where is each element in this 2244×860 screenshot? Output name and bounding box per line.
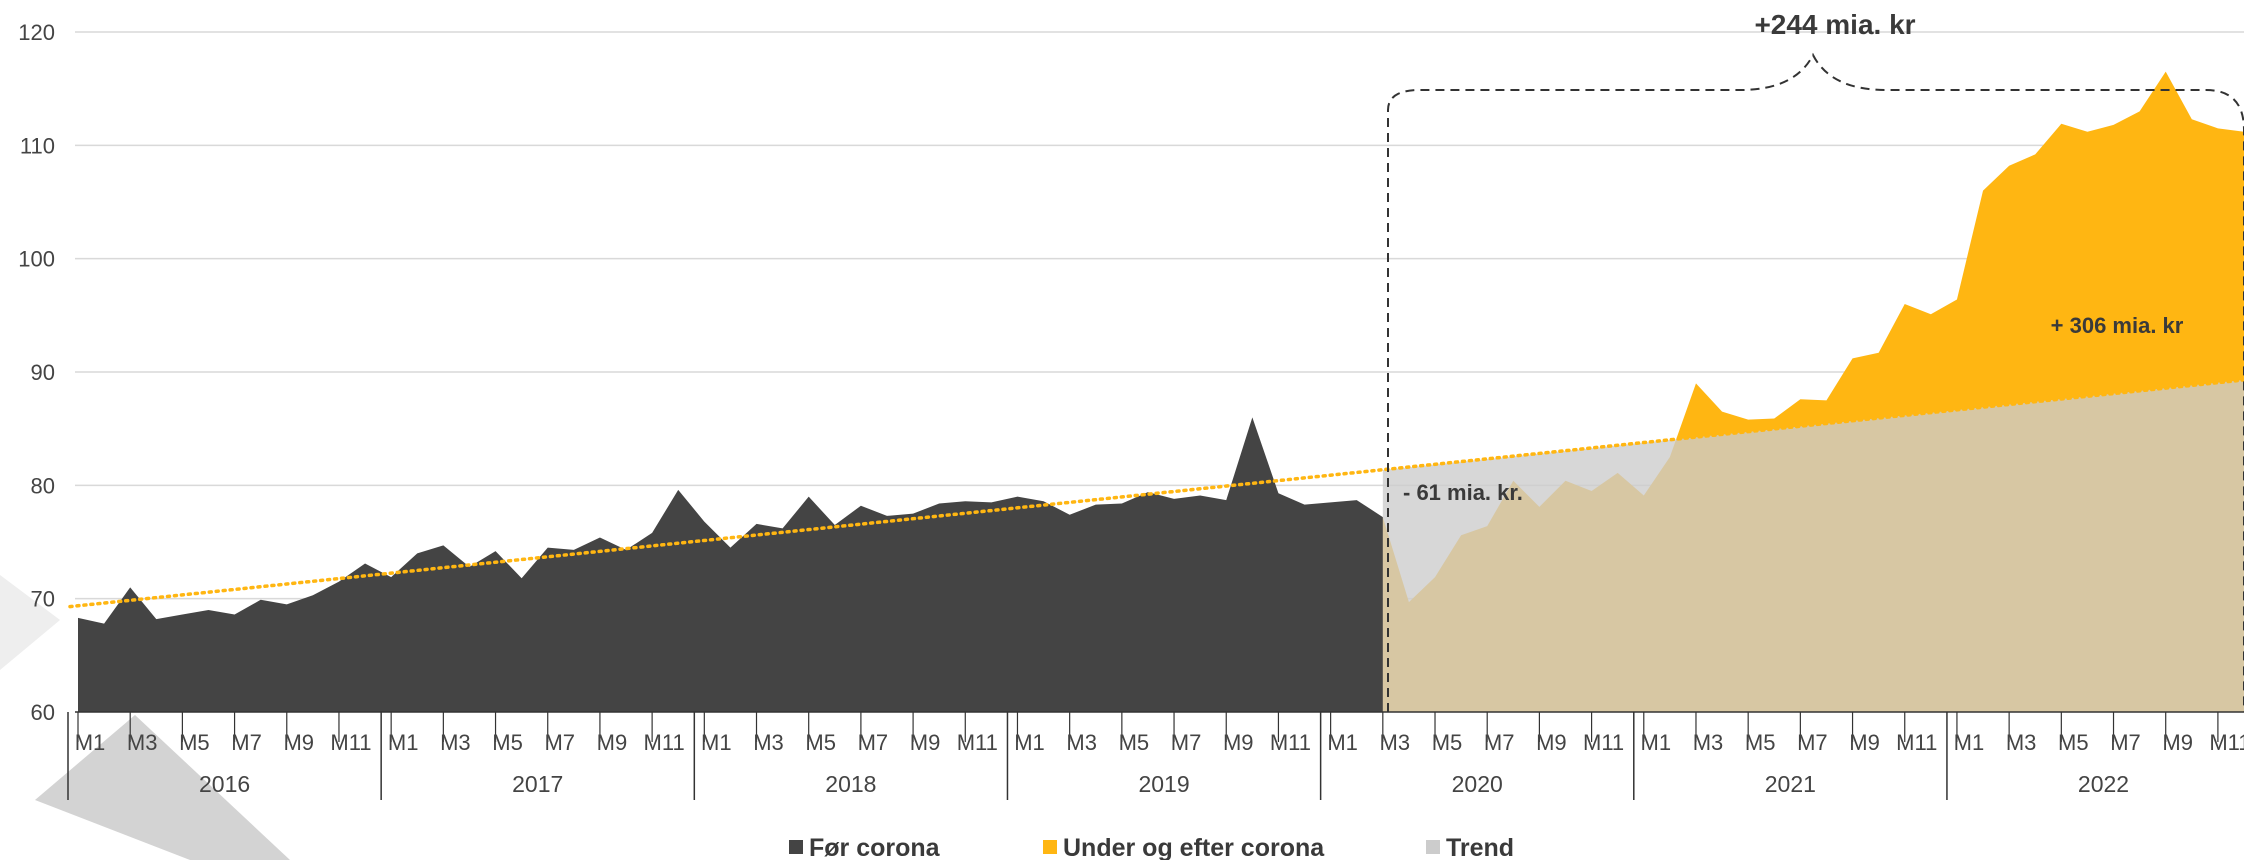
trend-line bbox=[68, 378, 2244, 609]
y-tick-label: 120 bbox=[18, 20, 55, 45]
y-tick-label: 70 bbox=[31, 587, 55, 612]
legend-label-before: Før corona bbox=[809, 834, 941, 860]
month-tick-label: M11 bbox=[1896, 730, 1937, 755]
month-tick-label: M7 bbox=[1797, 730, 1828, 755]
month-tick-label: M9 bbox=[2162, 730, 2193, 755]
area-trend bbox=[1382, 379, 2244, 712]
year-label: 2021 bbox=[1765, 771, 1816, 797]
month-tick-label: M5 bbox=[1119, 730, 1150, 755]
month-tick-label: M5 bbox=[1432, 730, 1463, 755]
month-tick-label: M5 bbox=[179, 730, 210, 755]
area-before-corona bbox=[78, 417, 1383, 712]
month-tick-label: M7 bbox=[544, 730, 575, 755]
bracket-label: +244 mia. kr bbox=[1754, 9, 1915, 40]
month-tick-label: M9 bbox=[910, 730, 941, 755]
month-tick-label: M3 bbox=[753, 730, 784, 755]
month-tick-label: M3 bbox=[440, 730, 471, 755]
month-tick-label: M3 bbox=[2006, 730, 2037, 755]
legend-label-trend: Trend bbox=[1446, 834, 1514, 860]
month-tick-label: M9 bbox=[1849, 730, 1880, 755]
year-label: 2019 bbox=[1138, 771, 1189, 797]
x-axis: M1 M3 M5 M7 M9 M11 M1 M3 M5 M7 M9 M11 M1 M3 M5 M7 M9 M11 M… bbox=[67, 711, 2244, 800]
month-tick-label: M9 bbox=[283, 730, 314, 755]
month-tick-label: M1 bbox=[701, 730, 732, 755]
month-tick-label: M7 bbox=[231, 730, 262, 755]
decorative-diamond-shape-lower bbox=[35, 715, 290, 860]
month-tick-label: M3 bbox=[127, 730, 158, 755]
legend-swatch-after bbox=[1043, 840, 1057, 854]
month-tick-label: M9 bbox=[597, 730, 628, 755]
month-tick-label: M11 bbox=[957, 730, 998, 755]
month-tick-label: M7 bbox=[1484, 730, 1515, 755]
legend-swatch-trend bbox=[1426, 840, 1440, 854]
year-label: 2020 bbox=[1452, 771, 1503, 797]
month-tick-label: M1 bbox=[1954, 730, 1985, 755]
month-tick-label: M9 bbox=[1536, 730, 1567, 755]
month-tick-label: M5 bbox=[492, 730, 523, 755]
month-tick-label: M11 bbox=[1270, 730, 1311, 755]
month-tick-label: M1 bbox=[388, 730, 419, 755]
month-tick-label: M5 bbox=[1745, 730, 1776, 755]
y-tick-label: 80 bbox=[31, 473, 55, 498]
legend-label-after: Under og efter corona bbox=[1063, 834, 1325, 860]
bracket bbox=[1387, 52, 2244, 712]
month-tick-label: M7 bbox=[2110, 730, 2141, 755]
y-tick-label: 110 bbox=[20, 133, 55, 158]
month-tick-label: M3 bbox=[1380, 730, 1411, 755]
month-tick-label: M1 bbox=[1327, 730, 1358, 755]
month-tick-label: M1 bbox=[1641, 730, 1672, 755]
month-tick-label: M1 bbox=[1014, 730, 1045, 755]
legend: Før corona Under og efter corona Trend bbox=[789, 834, 1514, 860]
month-tick-label: M7 bbox=[1171, 730, 1202, 755]
below-trend-annotation: - 61 mia. kr. bbox=[1403, 480, 1523, 505]
month-tick-label: M7 bbox=[858, 730, 889, 755]
year-label: 2022 bbox=[2078, 771, 2129, 797]
month-tick-label: M1 bbox=[75, 730, 106, 755]
month-tick-label: M11 bbox=[2209, 730, 2244, 755]
year-label: 2018 bbox=[825, 771, 876, 797]
above-trend-annotation: + 306 mia. kr bbox=[2051, 313, 2184, 338]
month-tick-label: M11 bbox=[330, 730, 371, 755]
month-tick-label: M3 bbox=[1066, 730, 1097, 755]
area-layer bbox=[78, 71, 2244, 712]
month-tick-label: M11 bbox=[1583, 730, 1624, 755]
month-tick-label: M5 bbox=[2058, 730, 2089, 755]
month-tick-label: M3 bbox=[1693, 730, 1724, 755]
month-tick-label: M9 bbox=[1223, 730, 1254, 755]
legend-swatch-before bbox=[789, 840, 803, 854]
y-tick-label: 100 bbox=[18, 247, 55, 272]
year-label: 2017 bbox=[512, 771, 563, 797]
trend-line-layer bbox=[68, 378, 2244, 609]
y-tick-label: 90 bbox=[31, 360, 55, 385]
month-tick-label: M11 bbox=[644, 730, 685, 755]
y-tick-label: 60 bbox=[31, 700, 55, 725]
y-axis: 60 70 80 90 100 110 120 bbox=[18, 20, 55, 725]
month-tick-label: M5 bbox=[805, 730, 836, 755]
year-label: 2016 bbox=[199, 771, 250, 797]
decorative-diamond-shape bbox=[0, 575, 60, 670]
